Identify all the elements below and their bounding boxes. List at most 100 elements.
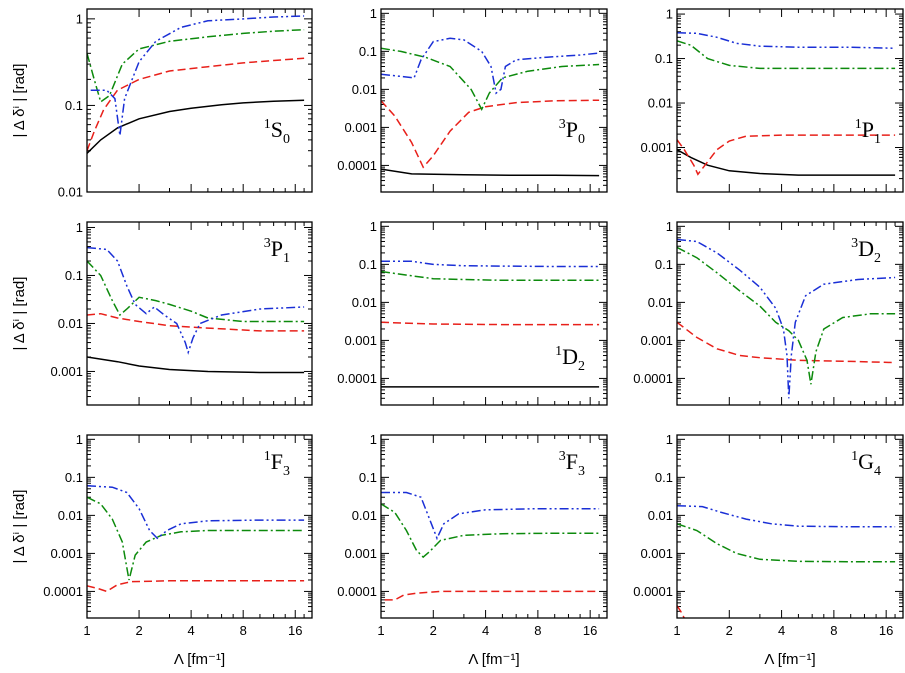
label-superscript: 1 (855, 117, 862, 132)
y-tick-label: 0.0001 (337, 371, 377, 386)
y-tick-label: 0.001 (50, 546, 83, 561)
label-superscript: 1 (264, 117, 271, 132)
y-tick-label: 0.1 (65, 268, 83, 283)
y-tick-label: 0.0001 (43, 584, 83, 599)
label-letter: P (271, 236, 283, 261)
plot-frame (86, 221, 313, 406)
series-dash-dot-dot (677, 238, 896, 399)
x-tick-label: 16 (288, 623, 302, 638)
label-superscript: 1 (555, 344, 562, 359)
label-letter: P (862, 117, 874, 142)
label-subscript: 0 (283, 132, 290, 147)
axis-labels: | Δ δⁱ | [rad] | Δ δⁱ | [rad] | Δ δⁱ | [ra… (11, 64, 816, 668)
y-tick-label: 0.0001 (337, 158, 377, 173)
partial-wave-label: 1G4 (851, 449, 881, 479)
series-dashed (677, 605, 685, 618)
y-tick-label: 0.01 (648, 295, 673, 310)
y-tick-label: 0.001 (344, 120, 377, 135)
panel-8: 0.0001 0.001 0.01 0.1 1 1 2 4 8 16 3F3 (337, 432, 608, 638)
series-dash-dot-dot (381, 37, 600, 95)
x-tick-label: 2 (135, 623, 142, 638)
label-letter: D (562, 344, 578, 369)
partial-wave-label: 1D2 (555, 344, 585, 374)
y-tick-label: 0.01 (352, 82, 377, 97)
series-dash-dot-dot (677, 32, 896, 50)
series-dash-dot (381, 503, 600, 559)
series-dashed (381, 99, 600, 169)
plot-frame (380, 8, 608, 193)
series-dash-dot-dot (90, 15, 305, 136)
plot-frame (380, 434, 608, 619)
partial-wave-label: 1P1 (855, 117, 881, 147)
y-tick-label: 0.0001 (633, 371, 673, 386)
series-dashed (87, 312, 305, 332)
partial-wave-label: 3D2 (851, 236, 881, 266)
label-superscript: 1 (264, 449, 271, 464)
label-subscript: 2 (578, 359, 585, 374)
x-tick-label: 8 (534, 623, 541, 638)
series-dashed (87, 57, 305, 151)
y-tick-label: 0.01 (352, 508, 377, 523)
y-axis-label: | Δ δⁱ | [rad] (11, 490, 28, 564)
y-tick-label: 0.1 (655, 257, 673, 272)
plot-frame (86, 434, 313, 619)
series-solid (381, 168, 600, 177)
y-tick-label: 1 (666, 432, 673, 447)
y-tick-label: 0.1 (359, 470, 377, 485)
label-subscript: 1 (874, 132, 881, 147)
label-superscript: 3 (851, 236, 858, 251)
label-letter: P (566, 117, 578, 142)
x-tick-label: 1 (377, 623, 384, 638)
y-tick-label: 0.1 (65, 98, 83, 113)
x-axis-label: Λ [fm⁻¹] (174, 651, 225, 668)
y-tick-label: 0.01 (648, 96, 673, 111)
y-tick-label: 0.1 (359, 44, 377, 59)
x-tick-label: 1 (83, 623, 90, 638)
partial-wave-label: 1F3 (264, 449, 290, 479)
y-tick-label: 0.01 (648, 508, 673, 523)
series-dashed (677, 321, 896, 364)
series-dash-dot (381, 47, 600, 111)
plot-frame (380, 221, 608, 406)
series-dash-dot (87, 28, 305, 104)
series-dashed (87, 580, 305, 593)
series-dash-dot (677, 246, 896, 385)
x-axis-label: Λ [fm⁻¹] (764, 651, 815, 668)
series-dash-dot-dot (381, 491, 600, 541)
series-solid (87, 99, 305, 154)
series-solid (87, 356, 305, 374)
series-dash-dot (677, 40, 896, 70)
y-tick-label: 0.01 (58, 185, 83, 200)
partial-wave-label: 3P0 (559, 117, 585, 147)
x-tick-label: 16 (879, 623, 893, 638)
y-tick-label: 0.001 (50, 364, 83, 379)
y-tick-label: 0.001 (640, 546, 673, 561)
plot-frame (676, 434, 904, 619)
label-subscript: 3 (283, 464, 290, 479)
plot-frame (676, 221, 904, 406)
x-tick-label: 4 (778, 623, 785, 638)
x-tick-label: 8 (830, 623, 837, 638)
series-dash-dot (381, 270, 600, 282)
label-letter: S (271, 117, 283, 142)
y-tick-label: 0.01 (58, 316, 83, 331)
series-dash-dot-dot (381, 260, 600, 268)
label-subscript: 3 (578, 464, 585, 479)
y-axis-label: | Δ δⁱ | [rad] (11, 277, 28, 351)
label-superscript: 3 (264, 236, 271, 251)
label-subscript: 0 (578, 132, 585, 147)
y-tick-label: 0.1 (655, 51, 673, 66)
partial-wave-label: 3F3 (559, 449, 585, 479)
y-tick-label: 0.001 (344, 546, 377, 561)
x-tick-label: 16 (583, 623, 597, 638)
label-letter: G (858, 449, 874, 474)
y-tick-label: 0.1 (655, 470, 673, 485)
y-tick-label: 1 (370, 432, 377, 447)
x-tick-label: 8 (240, 623, 247, 638)
